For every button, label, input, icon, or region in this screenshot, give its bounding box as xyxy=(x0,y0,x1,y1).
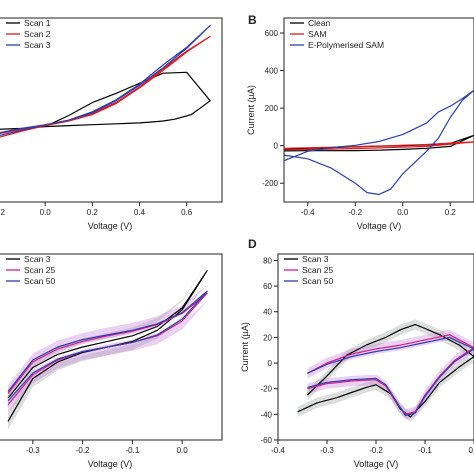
y-axis-label: Current (µA) xyxy=(240,322,250,372)
series-error-band xyxy=(307,329,474,420)
series-line-2 xyxy=(284,141,474,151)
legend-entry: Scan 1 xyxy=(24,18,51,28)
plot-frame xyxy=(0,17,223,203)
series-line-3 xyxy=(0,24,211,136)
panel-letter: D xyxy=(248,237,257,251)
x-axis-label: Voltage (V) xyxy=(357,221,402,231)
series-line-2 xyxy=(307,334,474,415)
legend-entry: Clean xyxy=(308,18,330,28)
y-axis-label: Current (µA) xyxy=(246,85,256,135)
legend-entry: Scan 25 xyxy=(24,265,55,275)
legend-entry: Scan 3 xyxy=(24,40,51,50)
x-tick-label: -0.2 xyxy=(348,208,362,217)
x-tick-label: 0.2 xyxy=(445,208,457,217)
y-tick-label: -20 xyxy=(260,385,272,394)
panel-b: -0.4 -0.2 0.0 0.2 -200 0 200 400 600 Voltage (V) C… xyxy=(246,13,474,231)
y-tick-label: 40 xyxy=(263,308,272,317)
legend-entry: E-Polymerised SAM xyxy=(308,40,384,50)
series-line-2 xyxy=(0,35,211,138)
series-line-3 xyxy=(7,290,208,402)
y-tick-label: 20 xyxy=(263,333,272,342)
series-error-band xyxy=(7,284,208,414)
legend-entry: Scan 3 xyxy=(302,254,329,264)
x-tick-label: 0.2 xyxy=(87,208,99,217)
x-tick-label: 0.4 xyxy=(134,208,146,217)
y-tick-label: -60 xyxy=(260,436,272,445)
error-bands xyxy=(7,262,208,430)
y-tick-label: -40 xyxy=(260,410,272,419)
series-line-1 xyxy=(7,270,208,422)
y-tick-label: 60 xyxy=(263,282,272,291)
legend-entry: Scan 2 xyxy=(24,29,51,39)
x-tick-label: -0.1 xyxy=(418,446,432,455)
x-axis-label: Voltage (V) xyxy=(88,459,133,469)
legend-entry: Scan 3 xyxy=(24,254,51,264)
legend-entry: Scan 50 xyxy=(302,276,333,286)
x-tick-label: -0.3 xyxy=(320,446,334,455)
y-tick-label: 0 xyxy=(274,142,279,151)
y-tick-label: 80 xyxy=(263,256,272,265)
x-tick-label: 0.0 xyxy=(397,208,409,217)
x-tick-label: -0.2 xyxy=(369,446,383,455)
y-tick-label: -200 xyxy=(262,179,279,188)
y-tick-label: 600 xyxy=(265,29,279,38)
series-line-1 xyxy=(297,324,474,418)
series-line-3 xyxy=(307,336,474,417)
y-tick-label: 400 xyxy=(265,67,279,76)
legend-entry: SAM xyxy=(308,29,326,39)
x-tick-label: -0.3 xyxy=(26,446,40,455)
x-tick-label: 0.0 xyxy=(468,446,474,455)
x-tick-label: -0.2 xyxy=(0,208,5,217)
panel-letter: B xyxy=(248,13,257,27)
series-line-3 xyxy=(284,89,474,196)
legend-entry: Scan 25 xyxy=(302,265,333,275)
y-tick-label: 200 xyxy=(265,104,279,113)
x-axis-label: Voltage (V) xyxy=(88,221,133,231)
plot-frame xyxy=(0,253,223,441)
x-tick-label: -0.4 xyxy=(271,446,285,455)
x-tick-label: 0.0 xyxy=(177,446,189,455)
y-tick-label: 0 xyxy=(268,359,273,368)
x-tick-label: -0.1 xyxy=(126,446,140,455)
legend-entry: Scan 50 xyxy=(24,276,55,286)
x-axis-label: Voltage (V) xyxy=(354,459,399,469)
x-tick-label: -0.4 xyxy=(301,208,315,217)
x-tick-label: -0.2 xyxy=(76,446,90,455)
plot-frame xyxy=(283,17,474,203)
series-line-1 xyxy=(0,71,211,130)
x-tick-label: 0.0 xyxy=(40,208,52,217)
panel-d: -0.4 -0.3 -0.2 -0.1 0.0 -60 -40 -20 0 20 40 60 80 Vol… xyxy=(240,237,474,469)
x-tick-label: 0.6 xyxy=(181,208,193,217)
